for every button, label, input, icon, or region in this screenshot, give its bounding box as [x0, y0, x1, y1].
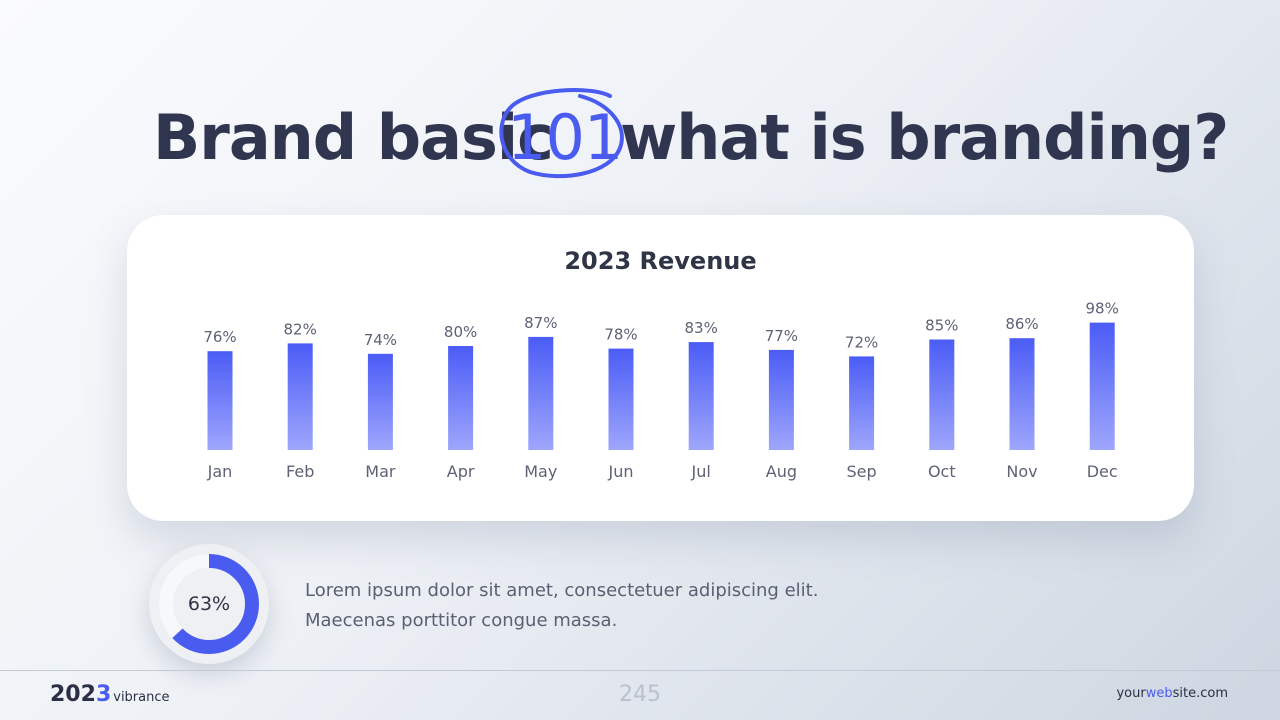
- data-label-jun: 78%: [604, 326, 637, 344]
- bar-feb: [287, 343, 313, 450]
- progress-donut: 63%: [149, 544, 269, 664]
- site-post: site.com: [1172, 686, 1228, 701]
- x-tick-feb: Feb: [286, 462, 314, 481]
- description-text: Lorem ipsum dolor sit amet, consectetuer…: [305, 576, 818, 636]
- data-label-sep: 72%: [845, 333, 878, 351]
- data-label-may: 87%: [524, 314, 557, 332]
- donut-percentage: 63%: [187, 593, 231, 615]
- data-label-apr: 80%: [444, 323, 477, 341]
- x-tick-dec: Dec: [1087, 462, 1118, 481]
- x-tick-apr: Apr: [447, 462, 475, 481]
- footer-divider: [0, 670, 1280, 671]
- brand-name: vibrance: [113, 690, 170, 705]
- page-number: 245: [619, 682, 661, 707]
- bar-nov: [1009, 338, 1035, 450]
- x-tick-jan: Jan: [207, 462, 233, 481]
- x-tick-aug: Aug: [766, 462, 797, 481]
- title-text-post: what is branding?: [620, 101, 1229, 174]
- site-hl: web: [1145, 686, 1173, 701]
- site-pre: your: [1116, 686, 1146, 701]
- bar-may: [528, 336, 554, 450]
- x-tick-may: May: [524, 462, 557, 481]
- data-label-jan: 76%: [203, 328, 236, 346]
- website-link[interactable]: yourwebsite.com: [1116, 686, 1228, 701]
- chart-card: 2023 Revenue 76% Jan 82% Feb 74% Mar 80% Apr 87%…: [127, 215, 1194, 521]
- title-highlight: 101: [507, 101, 623, 174]
- data-label-feb: 82%: [284, 320, 317, 338]
- bar-jan: [207, 351, 233, 450]
- bar-chart: 76% Jan 82% Feb 74% Mar 80% Apr 87% May 78% Jun 83% J…: [203, 300, 1119, 481]
- bar-dec: [1089, 322, 1115, 450]
- bar-aug: [768, 349, 794, 450]
- data-label-jul: 83%: [685, 319, 718, 337]
- bar-mar: [367, 353, 393, 450]
- bar-jun: [608, 348, 634, 450]
- x-tick-mar: Mar: [365, 462, 396, 481]
- data-label-nov: 86%: [1005, 315, 1038, 333]
- bar-jul: [688, 342, 714, 450]
- x-tick-jun: Jun: [608, 462, 634, 481]
- x-tick-nov: Nov: [1006, 462, 1037, 481]
- data-label-oct: 85%: [925, 317, 958, 335]
- brand-year-b: 3: [95, 682, 112, 707]
- brand-logo: 2023 vibrance: [50, 682, 170, 707]
- slide-title: Brand basic 101 what is branding?: [0, 98, 1280, 178]
- bar-apr: [448, 346, 474, 450]
- title-text-pre: Brand basic: [153, 101, 554, 174]
- hand-drawn-circle-icon: [499, 88, 624, 179]
- x-tick-oct: Oct: [928, 462, 956, 481]
- donut-ring-icon: [159, 554, 259, 654]
- bar-oct: [929, 339, 955, 450]
- data-label-mar: 74%: [364, 331, 397, 349]
- x-tick-sep: Sep: [847, 462, 877, 481]
- x-tick-jul: Jul: [691, 462, 711, 481]
- description-line-1: Lorem ipsum dolor sit amet, consectetuer…: [305, 580, 819, 601]
- data-label-dec: 98%: [1086, 300, 1119, 318]
- description-line-2: Maecenas porttitor congue massa.: [305, 610, 618, 631]
- chart-title: 2023 Revenue: [564, 247, 757, 275]
- brand-year-a: 202: [50, 682, 96, 707]
- bar-sep: [849, 356, 875, 450]
- data-label-aug: 77%: [765, 327, 798, 345]
